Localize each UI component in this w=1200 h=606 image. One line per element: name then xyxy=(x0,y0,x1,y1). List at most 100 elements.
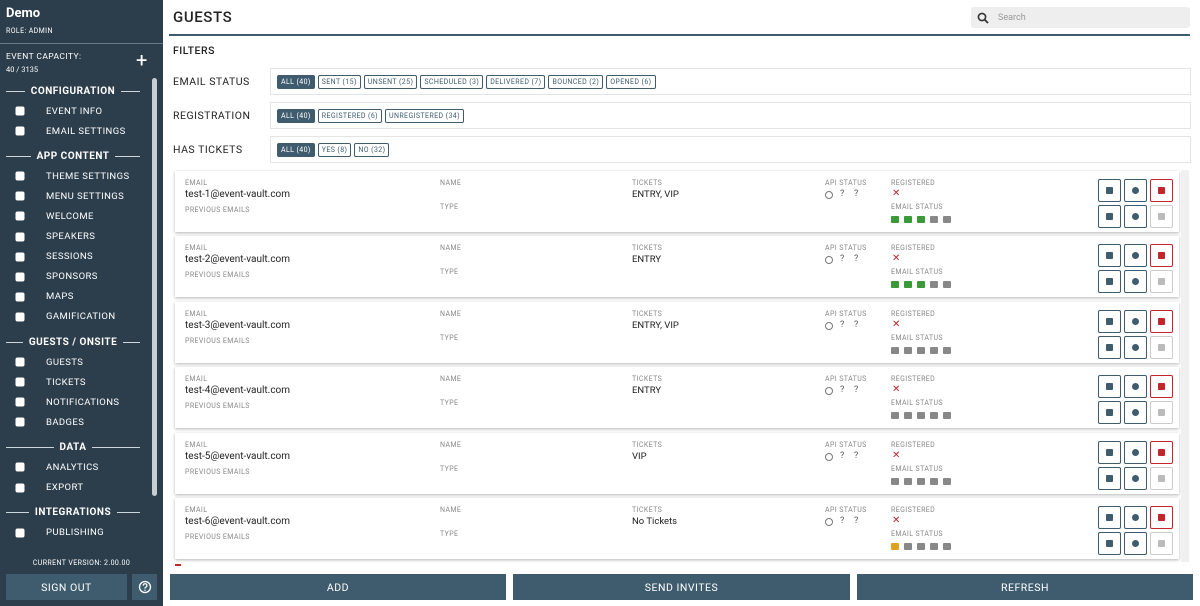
api-status-label: API STATUS xyxy=(825,244,867,253)
row-action-button[interactable] xyxy=(1124,179,1147,202)
row-action-button[interactable] xyxy=(1150,375,1173,399)
button-icon xyxy=(1158,213,1165,220)
row-action-button[interactable] xyxy=(1124,375,1147,399)
nav-item[interactable]: SESSIONS xyxy=(14,250,93,264)
api-unknown: ? xyxy=(854,385,859,396)
filter-chip[interactable]: BOUNCED (2) xyxy=(548,74,604,89)
row-action-button[interactable] xyxy=(1098,440,1121,464)
sidebar: Demo ROLE: ADMIN EVENT CAPACITY: 40 / 31… xyxy=(0,0,163,606)
nav-item[interactable]: GAMIFICATION xyxy=(14,310,116,324)
row-action-button[interactable] xyxy=(1098,335,1121,359)
row-action-button[interactable] xyxy=(1150,309,1173,333)
row-action-button[interactable] xyxy=(1150,466,1173,490)
filter-chip[interactable]: UNREGISTERED (34) xyxy=(385,108,464,123)
row-action-button[interactable] xyxy=(1098,205,1121,228)
email-status-icon xyxy=(917,281,925,289)
filter-chip[interactable]: SENT (15) xyxy=(317,74,361,89)
api-unknown: ? xyxy=(840,450,845,461)
row-action-button[interactable] xyxy=(1098,401,1121,425)
filter-chip[interactable]: DELIVERED (7) xyxy=(486,74,546,89)
type-label: TYPE xyxy=(440,399,459,408)
sign-out-button[interactable]: SIGN OUT xyxy=(6,574,127,600)
email-status-icon xyxy=(917,543,925,550)
row-action-button[interactable] xyxy=(1150,270,1173,294)
row-action-button[interactable] xyxy=(1124,506,1147,529)
row-action-button[interactable] xyxy=(1124,466,1147,490)
button-icon xyxy=(1158,317,1165,325)
help-button[interactable] xyxy=(132,574,157,600)
row-action-button[interactable] xyxy=(1098,506,1121,529)
row-action-button[interactable] xyxy=(1124,244,1147,268)
row-action-button[interactable] xyxy=(1124,440,1147,464)
filter-chip[interactable]: OPENED (6) xyxy=(606,74,656,89)
filter-chip[interactable]: SCHEDULED (3) xyxy=(420,74,484,89)
row-action-button[interactable] xyxy=(1124,335,1147,359)
row-action-button[interactable] xyxy=(1124,532,1147,555)
row-action-button[interactable] xyxy=(1098,244,1121,268)
filter-chip[interactable]: YES (8) xyxy=(317,142,352,157)
role: ROLE: ADMIN xyxy=(6,27,53,35)
row-action-button[interactable] xyxy=(1150,335,1173,359)
add-capacity[interactable]: + xyxy=(136,48,148,72)
api-status-label: API STATUS xyxy=(825,309,867,318)
row-action-button[interactable] xyxy=(1150,440,1173,464)
nav-item[interactable]: ANALYTICS xyxy=(14,460,99,474)
button-icon xyxy=(1132,514,1139,521)
nav-item[interactable]: EVENT INFO xyxy=(14,104,102,118)
action-button[interactable]: SEND INVITES xyxy=(513,574,850,600)
nav-item[interactable]: EMAIL SETTINGS xyxy=(14,124,126,138)
nav-item[interactable]: EXPORT xyxy=(14,481,83,495)
guest-card: EMAIL test-5@event-vault.com PREVIOUS EMAI… xyxy=(175,432,1179,494)
button-icon xyxy=(1158,448,1165,456)
filter-chip[interactable]: ALL (40) xyxy=(277,108,315,123)
button-icon xyxy=(1158,383,1165,391)
row-action-button[interactable] xyxy=(1124,309,1147,333)
filter-chip[interactable]: ALL (40) xyxy=(277,142,315,157)
nav-item[interactable]: BADGES xyxy=(14,415,84,429)
nav-item[interactable]: MAPS xyxy=(14,290,74,304)
email-status-icon xyxy=(904,281,912,289)
filter-chip[interactable]: ALL (40) xyxy=(277,74,315,89)
guest-email: test-2@event-vault.com xyxy=(185,254,291,266)
email-status-label: EMAIL STATUS xyxy=(891,203,943,211)
nav-item[interactable]: SPEAKERS xyxy=(14,230,95,244)
row-action-button[interactable] xyxy=(1098,179,1121,202)
api-unknown: ? xyxy=(840,319,845,330)
filter-chip[interactable]: UNSENT (25) xyxy=(363,74,418,89)
row-action-button[interactable] xyxy=(1150,401,1173,425)
button-icon xyxy=(1158,474,1165,482)
search-box[interactable]: Search xyxy=(971,7,1190,28)
action-button[interactable]: REFRESH xyxy=(857,574,1193,600)
row-action-button[interactable] xyxy=(1150,532,1173,555)
row-action-button[interactable] xyxy=(1098,375,1121,399)
nav-item[interactable]: NOTIFICATIONS xyxy=(14,395,119,409)
filter-chip[interactable]: NO (32) xyxy=(354,142,390,157)
row-action-button[interactable] xyxy=(1150,179,1173,202)
nav-item[interactable]: PUBLISHING xyxy=(14,526,104,540)
row-action-button[interactable] xyxy=(1098,532,1121,555)
button-icon xyxy=(1158,540,1165,547)
name-label: NAME xyxy=(440,375,462,384)
nav-item-label: WELCOME xyxy=(46,210,94,222)
nav-item[interactable]: THEME SETTINGS xyxy=(14,169,130,183)
action-button[interactable]: ADD xyxy=(170,574,506,600)
row-action-button[interactable] xyxy=(1098,466,1121,490)
row-action-button[interactable] xyxy=(1150,244,1173,268)
row-action-button[interactable] xyxy=(1098,270,1121,294)
nav-item[interactable]: WELCOME xyxy=(14,209,94,223)
nav-item[interactable]: SPONSORS xyxy=(14,270,98,284)
email-status-icon xyxy=(930,477,938,485)
nav-item[interactable]: TICKETS xyxy=(14,375,86,389)
row-action-button[interactable] xyxy=(1150,205,1173,228)
filter-chip[interactable]: REGISTERED (6) xyxy=(317,108,383,123)
row-action-button[interactable] xyxy=(1124,270,1147,294)
row-action-button[interactable] xyxy=(1150,506,1173,529)
row-action-button[interactable] xyxy=(1124,205,1147,228)
nav-item[interactable]: GUESTS xyxy=(14,355,83,369)
nav-item-label: TICKETS xyxy=(46,376,86,388)
row-action-button[interactable] xyxy=(1098,309,1121,333)
row-action-button[interactable] xyxy=(1124,401,1147,425)
button-icon xyxy=(1132,278,1139,286)
nav-item[interactable]: MENU SETTINGS xyxy=(14,189,124,203)
nav-section-title: APP CONTENT xyxy=(6,149,146,163)
